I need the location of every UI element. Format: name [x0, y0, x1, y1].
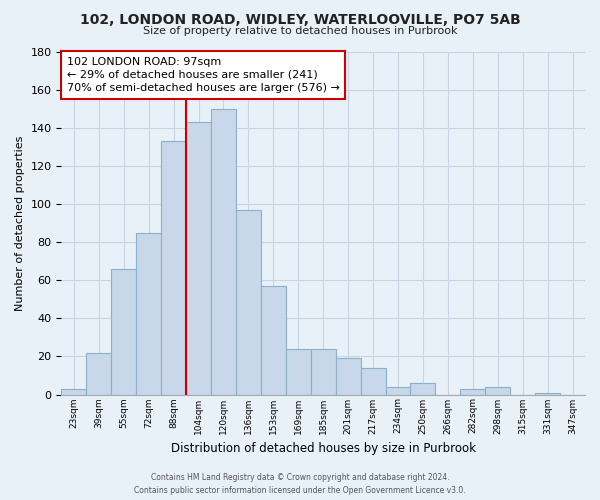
Bar — [111, 268, 136, 394]
Bar — [485, 387, 510, 394]
Text: Size of property relative to detached houses in Purbrook: Size of property relative to detached ho… — [143, 26, 457, 36]
Bar — [136, 232, 161, 394]
Bar — [311, 349, 335, 395]
Y-axis label: Number of detached properties: Number of detached properties — [15, 136, 25, 310]
Bar — [361, 368, 386, 394]
Bar — [86, 352, 111, 395]
Bar — [460, 389, 485, 394]
Bar — [161, 141, 186, 395]
Bar — [410, 383, 436, 394]
Bar — [286, 349, 311, 395]
Text: Contains HM Land Registry data © Crown copyright and database right 2024.
Contai: Contains HM Land Registry data © Crown c… — [134, 474, 466, 495]
Text: 102 LONDON ROAD: 97sqm
← 29% of detached houses are smaller (241)
70% of semi-de: 102 LONDON ROAD: 97sqm ← 29% of detached… — [67, 56, 340, 93]
Bar — [386, 387, 410, 394]
Text: 102, LONDON ROAD, WIDLEY, WATERLOOVILLE, PO7 5AB: 102, LONDON ROAD, WIDLEY, WATERLOOVILLE,… — [80, 12, 520, 26]
Bar — [61, 389, 86, 394]
Bar — [535, 392, 560, 394]
X-axis label: Distribution of detached houses by size in Purbrook: Distribution of detached houses by size … — [171, 442, 476, 455]
Bar — [261, 286, 286, 395]
Bar — [335, 358, 361, 394]
Bar — [186, 122, 211, 394]
Bar — [236, 210, 261, 394]
Bar — [211, 108, 236, 395]
